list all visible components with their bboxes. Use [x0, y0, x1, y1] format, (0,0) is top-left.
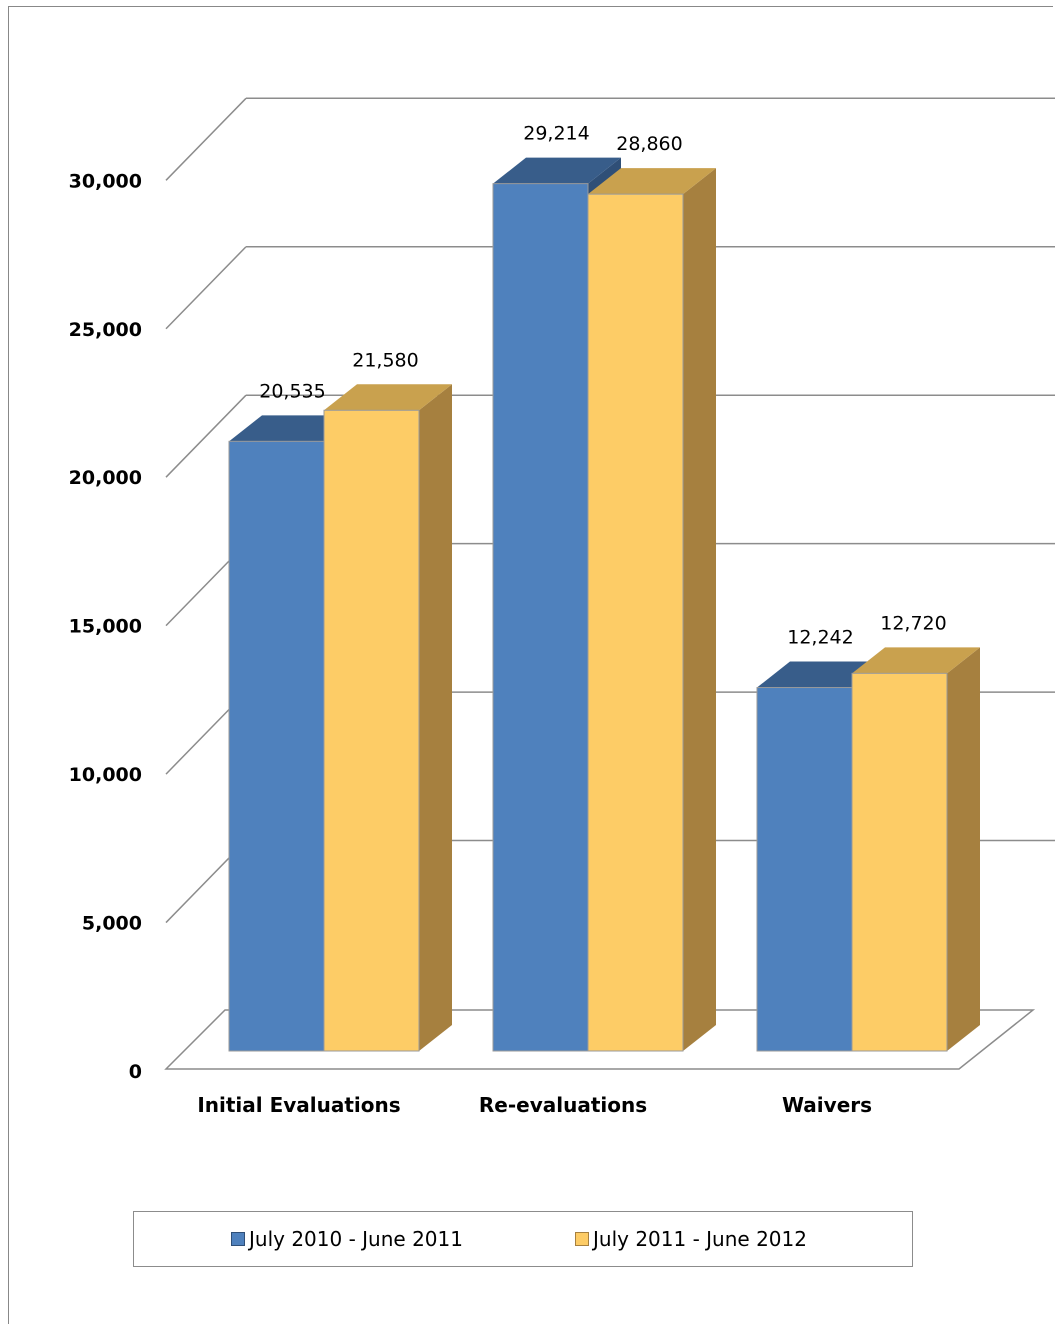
bars-layer: [228, 157, 980, 1052]
data-label-2-1: 12,720: [880, 612, 946, 634]
bar-top-1-1: [588, 168, 716, 195]
y-tick-label-3: 15,000: [69, 616, 142, 638]
bar-2-0: [756, 687, 853, 1052]
data-label-2-0: 12,242: [787, 627, 853, 649]
chart-floor: [164, 1009, 1036, 1070]
floor-outline: [164, 1009, 1036, 1070]
y-axis-ticks: 0 5,000 10,000 15,000 20,000 25,000 30,000: [69, 170, 142, 1083]
data-label-1-0: 29,214: [523, 123, 589, 145]
legend-label-series-1: July 2010 - June 2011: [249, 1227, 463, 1251]
bar-side-2-1: [947, 647, 980, 1051]
legend: July 2010 - June 2011 July 2011 - June 2…: [133, 1211, 913, 1267]
bar-top-2-1: [852, 647, 980, 674]
legend-swatch-series-2: [575, 1232, 589, 1246]
y-tick-label-1: 5,000: [82, 913, 142, 935]
bar-1-1: [587, 193, 684, 1052]
data-label-0-1: 21,580: [352, 349, 418, 371]
bar-1-0: [492, 183, 589, 1052]
y-tick-label-2: 10,000: [69, 764, 142, 786]
bar-top-1-0: [493, 157, 621, 184]
x-axis-categories: Initial Evaluations Re-evaluations Waivers: [197, 1093, 872, 1117]
legend-item-series-1: July 2010 - June 2011: [231, 1212, 463, 1266]
gridline-side-4: [165, 394, 247, 478]
y-tick-label-0: 0: [129, 1061, 142, 1083]
y-tick-label-4: 20,000: [69, 467, 142, 489]
legend-label-series-2: July 2011 - June 2012: [593, 1227, 807, 1251]
y-tick-label-6: 30,000: [69, 170, 142, 192]
bar-side-0-1: [419, 384, 452, 1051]
legend-swatch-series-1: [231, 1232, 245, 1246]
gridline-side-5: [165, 246, 247, 330]
bar-2-1: [851, 672, 948, 1052]
bar-top-0-1: [324, 384, 452, 411]
data-label-0-0: 20,535: [259, 380, 325, 402]
bar-0-0: [228, 440, 325, 1052]
data-label-1-1: 28,860: [616, 133, 682, 155]
bar-side-1-1: [683, 168, 716, 1051]
gridline-side-6: [165, 97, 247, 181]
bar-chart: 0 5,000 10,000 15,000 20,000 25,000 30,000 Ini…: [69, 97, 1055, 1117]
chart-frame: [8, 6, 1053, 1324]
x-category-label-0: Initial Evaluations: [197, 1093, 400, 1117]
data-labels: 20,535 21,580 29,214 28,860 12,242 12,720: [259, 123, 946, 649]
bar-0-1: [323, 409, 420, 1052]
x-category-label-2: Waivers: [782, 1093, 872, 1117]
y-tick-label-5: 25,000: [69, 319, 142, 341]
x-category-label-1: Re-evaluations: [479, 1093, 647, 1117]
legend-item-series-2: July 2011 - June 2012: [575, 1212, 807, 1266]
